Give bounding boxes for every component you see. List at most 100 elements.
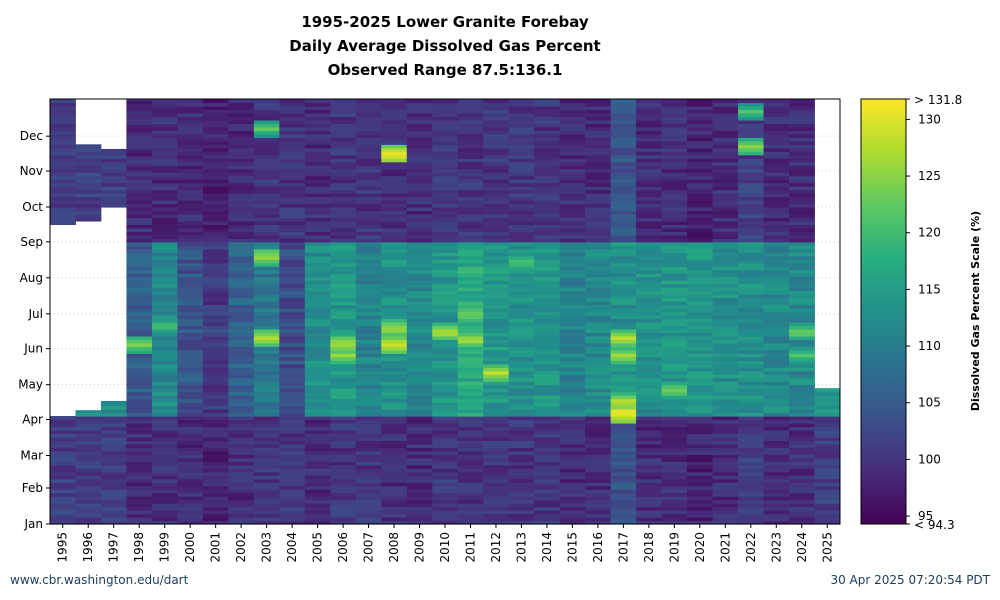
heatmap-cell-2017-day-172 — [610, 321, 637, 327]
heatmap-cell-2003-day-127 — [253, 374, 280, 379]
heatmap-cell-2007-day-235 — [355, 248, 382, 253]
heatmap-cell-2012-day-196 — [483, 294, 510, 299]
heatmap-cell-2015-day-55 — [559, 457, 586, 462]
heatmap-cell-2000-day-151 — [177, 346, 204, 351]
heatmap-cell-2014-day-316 — [534, 154, 561, 159]
x-tick-label-2000: 2000 — [183, 532, 197, 563]
heatmap-cell-2021-day-244 — [712, 238, 739, 243]
heatmap-cell-1998-day-211 — [126, 276, 153, 281]
heatmap-cell-2022-day-112 — [738, 391, 764, 396]
heatmap-cell-2003-day-49 — [253, 464, 280, 469]
heatmap-cell-2020-day-37 — [687, 478, 713, 483]
heatmap-cell-2021-day-223 — [712, 262, 739, 267]
x-tick-label-2025: 2025 — [820, 532, 834, 563]
heatmap-cell-1999-day-331 — [151, 137, 178, 142]
heatmap-cell-2024-day-286 — [789, 189, 815, 194]
y-tick-label-Jun: Jun — [23, 342, 43, 356]
heatmap-cell-2021-day-55 — [712, 457, 739, 462]
heatmap-cell-2018-day-310 — [636, 161, 663, 166]
heatmap-cell-2017-day-139 — [610, 360, 637, 365]
heatmap-cell-2015-day-142 — [559, 356, 586, 361]
heatmap-cell-2011-day-139 — [457, 360, 484, 365]
heatmap-cell-2014-day-148 — [534, 349, 561, 354]
heatmap-cell-2006-day-220 — [330, 266, 357, 271]
heatmap-cell-2002-day-346 — [228, 119, 255, 124]
heatmap-cell-2011-day-175 — [457, 318, 484, 323]
heatmap-cell-2003-day-106 — [253, 398, 280, 403]
x-tick-label-2018: 2018 — [642, 532, 656, 563]
heatmap-cell-2025-day-49 — [814, 464, 841, 469]
heatmap-cell-2002-day-19 — [228, 499, 255, 504]
heatmap-cell-2019-day-163 — [661, 332, 688, 337]
heatmap-cell-2016-day-205 — [585, 283, 612, 288]
heatmap-cell-2010-day-25 — [432, 492, 459, 497]
heatmap-cell-2020-day-358 — [687, 105, 713, 111]
heatmap-cell-2018-day-64 — [636, 447, 663, 452]
heatmap-cell-2005-day-181 — [304, 311, 331, 316]
heatmap-cell-2006-day-94 — [330, 412, 357, 417]
heatmap-cell-1999-day-208 — [151, 280, 178, 285]
heatmap-cell-2004-day-199 — [279, 290, 306, 295]
heatmap-cell-2001-day-238 — [202, 245, 229, 250]
heatmap-cell-2008-day-214 — [381, 273, 408, 278]
heatmap-cell-2024-day-52 — [789, 461, 815, 466]
heatmap-cell-2019-day-346 — [661, 119, 688, 124]
heatmap-cell-2024-day-4 — [789, 517, 815, 522]
heatmap-cell-2012-day-271 — [483, 206, 510, 212]
heatmap-cell-2001-day-289 — [202, 186, 229, 191]
heatmap-cell-2008-day-70 — [381, 440, 408, 445]
heatmap-cell-2007-day-364 — [355, 99, 382, 104]
heatmap-cell-2009-day-304 — [406, 168, 433, 173]
heatmap-cell-2014-day-241 — [534, 241, 561, 246]
heatmap-cell-2012-day-244 — [483, 238, 510, 243]
heatmap-cell-2007-day-109 — [355, 395, 382, 400]
heatmap-cell-2010-day-34 — [432, 482, 459, 487]
heatmap-cell-2021-day-337 — [712, 130, 739, 135]
heatmap-cell-2001-day-202 — [202, 287, 229, 292]
heatmap-cell-2016-day-25 — [585, 492, 612, 497]
heatmap-cell-2023-day-136 — [763, 363, 790, 368]
heatmap-cell-1997-day-37 — [100, 478, 127, 483]
heatmap-cell-2008-day-73 — [381, 436, 408, 441]
heatmap-cell-2008-day-97 — [381, 409, 408, 414]
heatmap-cell-2021-day-163 — [712, 332, 739, 337]
heatmap-cell-2000-day-160 — [177, 335, 204, 340]
heatmap-cell-1998-day-360 — [126, 103, 153, 108]
footer-source-url[interactable]: www.cbr.washington.edu/dart — [10, 573, 189, 587]
heatmap-cell-2007-day-145 — [355, 353, 382, 358]
heatmap-cell-2004-day-82 — [279, 426, 306, 431]
heatmap-cell-1996-day-301 — [75, 172, 102, 177]
heatmap-cell-2013-day-358 — [508, 105, 535, 111]
heatmap-cell-2018-day-181 — [636, 311, 663, 316]
heatmap-cell-2024-day-103 — [789, 402, 815, 407]
heatmap-cell-2009-day-307 — [406, 165, 433, 170]
heatmap-cell-2017-day-145 — [610, 353, 637, 358]
heatmap-cell-2003-day-259 — [253, 220, 280, 226]
heatmap-cell-1995-day-301 — [50, 172, 76, 177]
heatmap-cell-2012-day-349 — [483, 116, 510, 121]
heatmap-cell-2015-day-277 — [559, 200, 586, 205]
heatmap-cell-2022-day-322 — [738, 147, 764, 152]
heatmap-cell-2001-day-355 — [202, 109, 229, 114]
heatmap-cell-2002-day-43 — [228, 471, 255, 476]
heatmap-cell-2018-day-193 — [636, 297, 663, 302]
heatmap-cell-2010-day-325 — [432, 144, 459, 149]
heatmap-cell-2016-day-178 — [585, 314, 612, 320]
heatmap-cell-2016-day-208 — [585, 280, 612, 285]
heatmap-cell-2006-day-115 — [330, 388, 357, 393]
heatmap-cell-2022-day-352 — [738, 112, 764, 118]
heatmap-cell-2009-day-250 — [406, 231, 433, 236]
y-tick-label-Aug: Aug — [20, 271, 43, 285]
heatmap-cell-2012-day-55 — [483, 457, 510, 462]
heatmap-cell-2019-day-304 — [661, 168, 688, 173]
heatmap-cell-2016-day-232 — [585, 252, 612, 257]
heatmap-cell-2009-day-19 — [406, 499, 433, 504]
heatmap-cell-2023-day-208 — [763, 280, 790, 285]
heatmap-cell-2022-day-28 — [738, 489, 764, 494]
heatmap-cell-2021-day-211 — [712, 276, 739, 281]
heatmap-cell-2019-day-166 — [661, 328, 688, 334]
heatmap-cell-2012-day-169 — [483, 325, 510, 330]
heatmap-cell-2025-day-70 — [814, 440, 841, 445]
heatmap-cell-2007-day-337 — [355, 130, 382, 135]
heatmap-cell-2015-day-187 — [559, 304, 586, 309]
